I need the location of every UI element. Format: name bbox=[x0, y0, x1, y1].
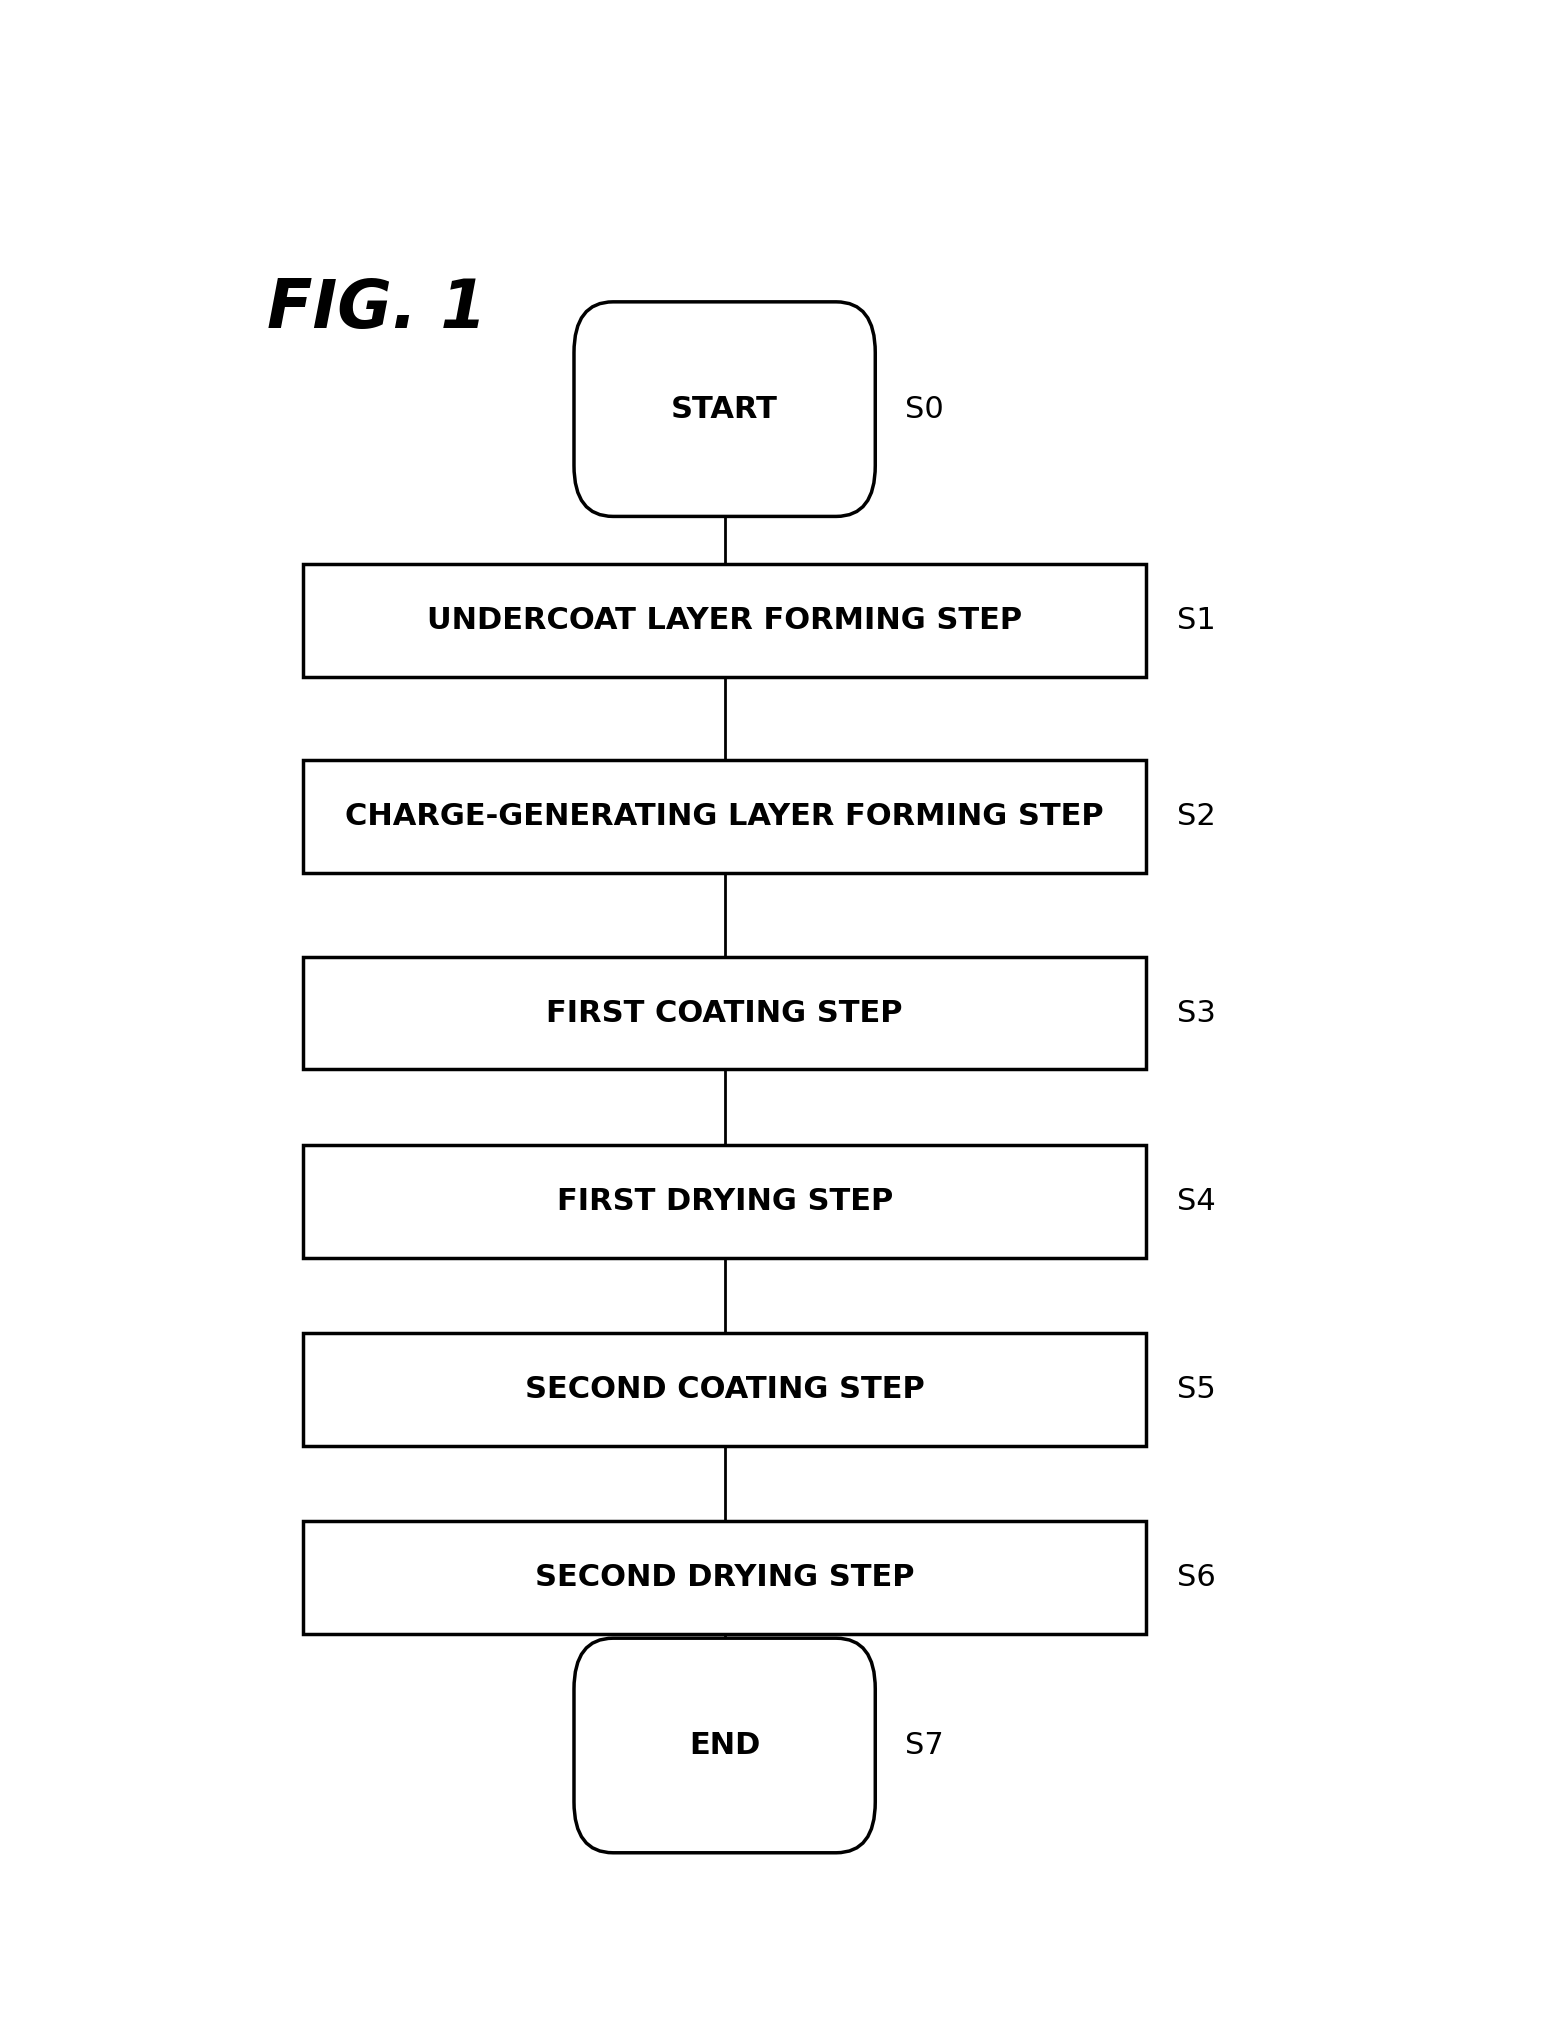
Bar bbox=[303, 760, 1146, 874]
Text: S5: S5 bbox=[1177, 1375, 1216, 1403]
Text: S6: S6 bbox=[1177, 1562, 1216, 1593]
Text: SECOND COATING STEP: SECOND COATING STEP bbox=[524, 1375, 925, 1403]
Text: S0: S0 bbox=[905, 395, 944, 424]
Text: FIG. 1: FIG. 1 bbox=[267, 275, 487, 342]
Text: S1: S1 bbox=[1177, 607, 1216, 636]
Bar bbox=[303, 957, 1146, 1069]
Bar bbox=[303, 1332, 1146, 1446]
Text: CHARGE-GENERATING LAYER FORMING STEP: CHARGE-GENERATING LAYER FORMING STEP bbox=[345, 803, 1104, 831]
Text: FIRST COATING STEP: FIRST COATING STEP bbox=[546, 998, 903, 1027]
Text: UNDERCOAT LAYER FORMING STEP: UNDERCOAT LAYER FORMING STEP bbox=[428, 607, 1022, 636]
Text: S7: S7 bbox=[905, 1731, 944, 1760]
Text: S4: S4 bbox=[1177, 1188, 1216, 1216]
Text: START: START bbox=[672, 395, 778, 424]
Text: FIRST DRYING STEP: FIRST DRYING STEP bbox=[557, 1188, 893, 1216]
FancyBboxPatch shape bbox=[574, 1638, 875, 1854]
Text: S2: S2 bbox=[1177, 803, 1216, 831]
Text: SECOND DRYING STEP: SECOND DRYING STEP bbox=[535, 1562, 914, 1593]
Text: END: END bbox=[689, 1731, 760, 1760]
Bar bbox=[303, 1522, 1146, 1634]
Bar bbox=[303, 1145, 1146, 1257]
Text: S3: S3 bbox=[1177, 998, 1216, 1027]
FancyBboxPatch shape bbox=[574, 301, 875, 517]
Bar bbox=[303, 564, 1146, 678]
